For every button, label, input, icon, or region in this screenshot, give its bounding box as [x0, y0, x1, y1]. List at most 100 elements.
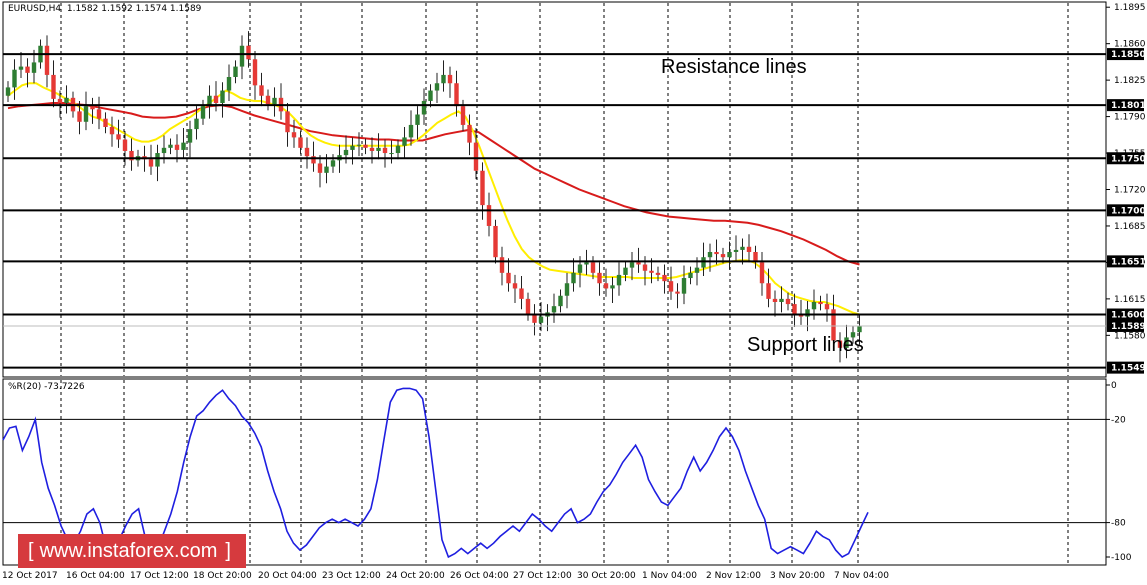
candle-body	[857, 325, 862, 333]
candle-body	[506, 272, 511, 284]
level-tag: 1.1549	[1111, 364, 1146, 374]
price-tick-label: 1.1790	[1114, 113, 1146, 123]
price-axis: 1.18951.18601.18251.17901.17551.17201.16…	[1106, 3, 1146, 374]
time-tick-label: 30 Oct 20:00	[577, 571, 636, 581]
candle-body	[64, 97, 69, 104]
ma-fast-line	[7, 82, 860, 316]
wpr-tick-label: -80	[1111, 519, 1126, 529]
candle-body	[447, 74, 453, 84]
candle-body	[714, 252, 719, 255]
candle-body	[311, 156, 316, 164]
candle-body	[811, 302, 817, 310]
candle-body	[844, 337, 849, 348]
wpr-tick-label: -20	[1111, 415, 1126, 425]
candle-body	[174, 144, 180, 150]
time-tick-label: 7 Nov 04:00	[834, 571, 889, 581]
candle-body	[610, 285, 615, 289]
price-tick-label: 1.1825	[1114, 76, 1146, 86]
candle-body	[441, 74, 446, 84]
candle-body	[675, 291, 680, 294]
ohlc-label: 1.1582 1.1592 1.1574 1.1589	[66, 4, 202, 14]
candle-body	[850, 332, 856, 338]
candle-body	[83, 106, 89, 122]
candle-body	[649, 270, 654, 273]
candle-body	[291, 132, 297, 138]
candle-body	[740, 246, 745, 250]
wpr-level-lines	[3, 418, 1106, 524]
candle-body	[324, 166, 329, 173]
candle-body	[434, 83, 440, 91]
candle-body	[577, 264, 583, 273]
price-tick-label: 1.1860	[1114, 40, 1146, 50]
candle-body	[90, 106, 95, 110]
level-tag-bg	[1107, 48, 1144, 61]
candle-body	[181, 142, 186, 150]
candle-body	[148, 159, 154, 167]
candle-body	[356, 144, 362, 146]
candle-body	[597, 272, 602, 284]
chart-header: EURUSD,H4 1.1582 1.1592 1.1574 1.1589	[8, 4, 201, 14]
candle-body	[57, 98, 63, 104]
candle-body	[584, 262, 589, 265]
level-tag: 1.1651	[1111, 257, 1146, 267]
vertical-gridlines	[60, 3, 1069, 564]
candle-body	[298, 137, 303, 148]
candle-body	[616, 274, 622, 286]
candle-body	[629, 262, 635, 268]
level-lines	[3, 53, 1106, 369]
candle-body	[265, 95, 271, 105]
candle-body	[805, 309, 810, 317]
resistance-annotation: Resistance lines	[661, 56, 807, 78]
candle-body	[207, 95, 212, 107]
candle-body	[116, 134, 121, 140]
current-price-tag: 1.1589	[1111, 322, 1146, 332]
wpr-tick-label: 0	[1111, 381, 1117, 391]
ma-fast-path	[7, 82, 860, 316]
candle-body	[25, 66, 30, 73]
price-tick-label: 1.1615	[1114, 295, 1146, 305]
candle-body	[753, 252, 758, 263]
candle-body	[564, 283, 570, 296]
candle-body	[5, 87, 11, 96]
time-tick-label: 2 Nov 12:00	[706, 571, 761, 581]
wpr-axis: 0 -20 -80 -100	[1106, 381, 1132, 563]
candle-body	[402, 137, 407, 146]
candle-body	[558, 295, 563, 307]
time-tick-label: 27 Oct 12:00	[513, 571, 572, 581]
symbol-label: EURUSD,H4	[8, 4, 62, 14]
time-tick-label: 20 Oct 04:00	[258, 571, 317, 581]
price-tick-label: 1.1720	[1114, 186, 1146, 196]
level-tag-bg	[1107, 308, 1144, 321]
time-tick-label: 23 Oct 12:00	[322, 571, 381, 581]
candle-body	[363, 144, 368, 148]
level-tag: 1.1850	[1111, 50, 1146, 60]
candle-body	[252, 59, 258, 86]
ma-slow-line	[7, 102, 860, 266]
time-tick-label: 3 Nov 20:00	[770, 571, 825, 581]
watermark-bracket-close: ]	[225, 540, 231, 562]
candle-body	[317, 163, 323, 173]
level-tag: 1.1700	[1111, 206, 1146, 216]
candle-body	[486, 205, 492, 226]
candle-body	[272, 97, 277, 105]
candle-body	[246, 45, 251, 60]
candle-body	[408, 124, 414, 138]
candle-body	[226, 77, 232, 91]
candle-body	[343, 149, 349, 156]
time-tick-label: 26 Oct 04:00	[450, 571, 509, 581]
candle-body	[636, 262, 641, 265]
level-tag: 1.1801	[1111, 101, 1146, 111]
candle-body	[668, 281, 674, 292]
candle-body	[499, 257, 505, 273]
candle-body	[551, 306, 557, 313]
candle-body	[415, 114, 420, 125]
candle-body	[376, 147, 381, 151]
candle-body	[428, 90, 433, 101]
candle-body	[785, 298, 791, 305]
candle-body	[480, 170, 485, 206]
candle-body	[31, 62, 37, 73]
candle-body	[571, 272, 576, 284]
level-tag: 1.1600	[1111, 311, 1146, 321]
support-annotation: Support lines	[747, 334, 864, 356]
